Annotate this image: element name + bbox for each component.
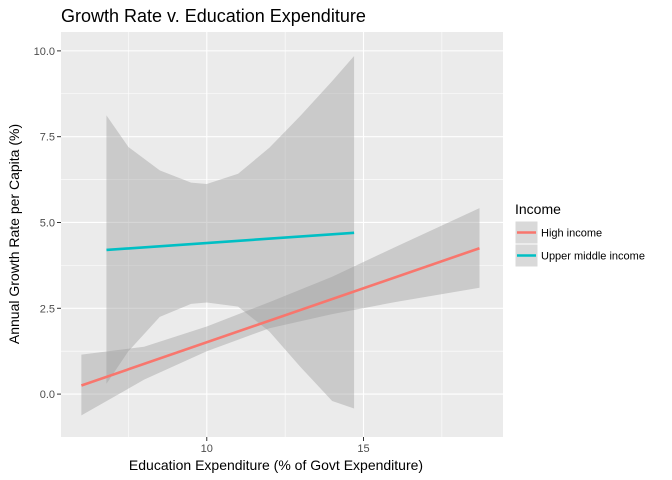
grid-major xyxy=(61,32,503,437)
legend: Income High income Upper middle income xyxy=(514,201,645,268)
y-tick-label: 0.0 xyxy=(40,389,55,401)
x-axis: 10 15 xyxy=(201,437,370,455)
x-tick-label: 10 xyxy=(201,443,213,455)
legend-items: High income Upper middle income xyxy=(514,220,645,268)
series-lines xyxy=(80,231,480,387)
grid-minor xyxy=(61,32,503,437)
x-tick-label: 15 xyxy=(357,443,369,455)
y-axis-title: Annual Growth Rate per Capita (%) xyxy=(6,124,22,344)
y-tick-label: 7.5 xyxy=(40,132,55,144)
legend-label: Upper middle income xyxy=(541,251,645,263)
y-tick-label: 2.5 xyxy=(40,303,55,315)
y-tick-label: 5.0 xyxy=(40,217,55,229)
confidence-band xyxy=(106,56,355,409)
legend-label: High income xyxy=(541,228,602,240)
chart-title: Growth Rate v. Education Expenditure xyxy=(61,6,366,26)
legend-title: Income xyxy=(515,201,561,217)
y-axis: 0.0 2.5 5.0 7.5 10.0 xyxy=(34,46,61,401)
series-line xyxy=(80,246,480,387)
series-line xyxy=(106,231,355,252)
confidence-band xyxy=(81,208,480,416)
plot-panel xyxy=(61,32,503,437)
y-tick-label: 10.0 xyxy=(34,46,55,58)
confidence-bands xyxy=(81,56,480,416)
x-axis-title: Education Expenditure (% of Govt Expendi… xyxy=(129,457,423,473)
